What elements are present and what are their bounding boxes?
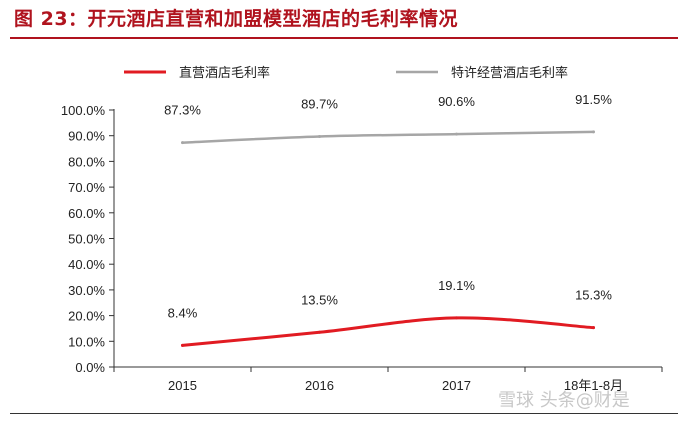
data-point-1-1	[318, 134, 321, 138]
data-point-0-3	[592, 326, 595, 330]
x-tick-label-2: 2017	[442, 378, 471, 393]
y-tick-label-3: 30.0%	[68, 283, 105, 298]
series-line-1	[181, 130, 595, 144]
data-label-0-0: 8.4%	[168, 305, 198, 320]
y-tick-label-1: 10.0%	[68, 334, 105, 349]
x-tick-label-1: 2016	[305, 378, 334, 393]
y-tick-label-2: 20.0%	[68, 309, 105, 324]
data-point-0-1	[318, 330, 321, 334]
data-label-0-1: 13.5%	[301, 292, 338, 307]
x-tick-label-0: 2015	[168, 378, 197, 393]
y-tick-label-5: 50.0%	[68, 232, 105, 247]
y-tick-label-9: 90.0%	[68, 129, 105, 144]
data-point-1-2	[455, 132, 458, 136]
x-tick-label-3: 18年1-8月	[564, 378, 623, 393]
legend-label-1: 特许经营酒店毛利率	[451, 65, 568, 80]
watermark: 雪球 头条@财是	[498, 390, 630, 411]
y-tick-label-10: 100.0%	[61, 103, 106, 118]
y-tick-label-4: 40.0%	[68, 257, 105, 272]
data-label-1-1: 89.7%	[301, 96, 338, 111]
y-tick-label-7: 70.0%	[68, 180, 105, 195]
data-point-0-0	[181, 343, 184, 347]
data-point-1-3	[592, 130, 595, 134]
data-label-0-2: 19.1%	[438, 278, 475, 293]
series-line-0	[181, 316, 595, 347]
legend-label-0: 直营酒店毛利率	[179, 65, 270, 80]
data-label-1-0: 87.3%	[164, 103, 201, 118]
data-point-0-2	[455, 316, 458, 320]
data-label-1-2: 90.6%	[438, 94, 475, 109]
data-label-0-3: 15.3%	[575, 288, 612, 303]
y-tick-label-8: 80.0%	[68, 154, 105, 169]
bottom-rule	[10, 413, 678, 414]
data-point-1-0	[181, 141, 184, 145]
data-label-1-3: 91.5%	[575, 92, 612, 107]
y-tick-label-6: 60.0%	[68, 206, 105, 221]
figure-title: 图 23：开元酒店直营和加盟模型酒店的毛利率情况	[14, 8, 459, 30]
title-rule	[10, 37, 678, 39]
y-tick-label-0: 0.0%	[75, 360, 105, 375]
